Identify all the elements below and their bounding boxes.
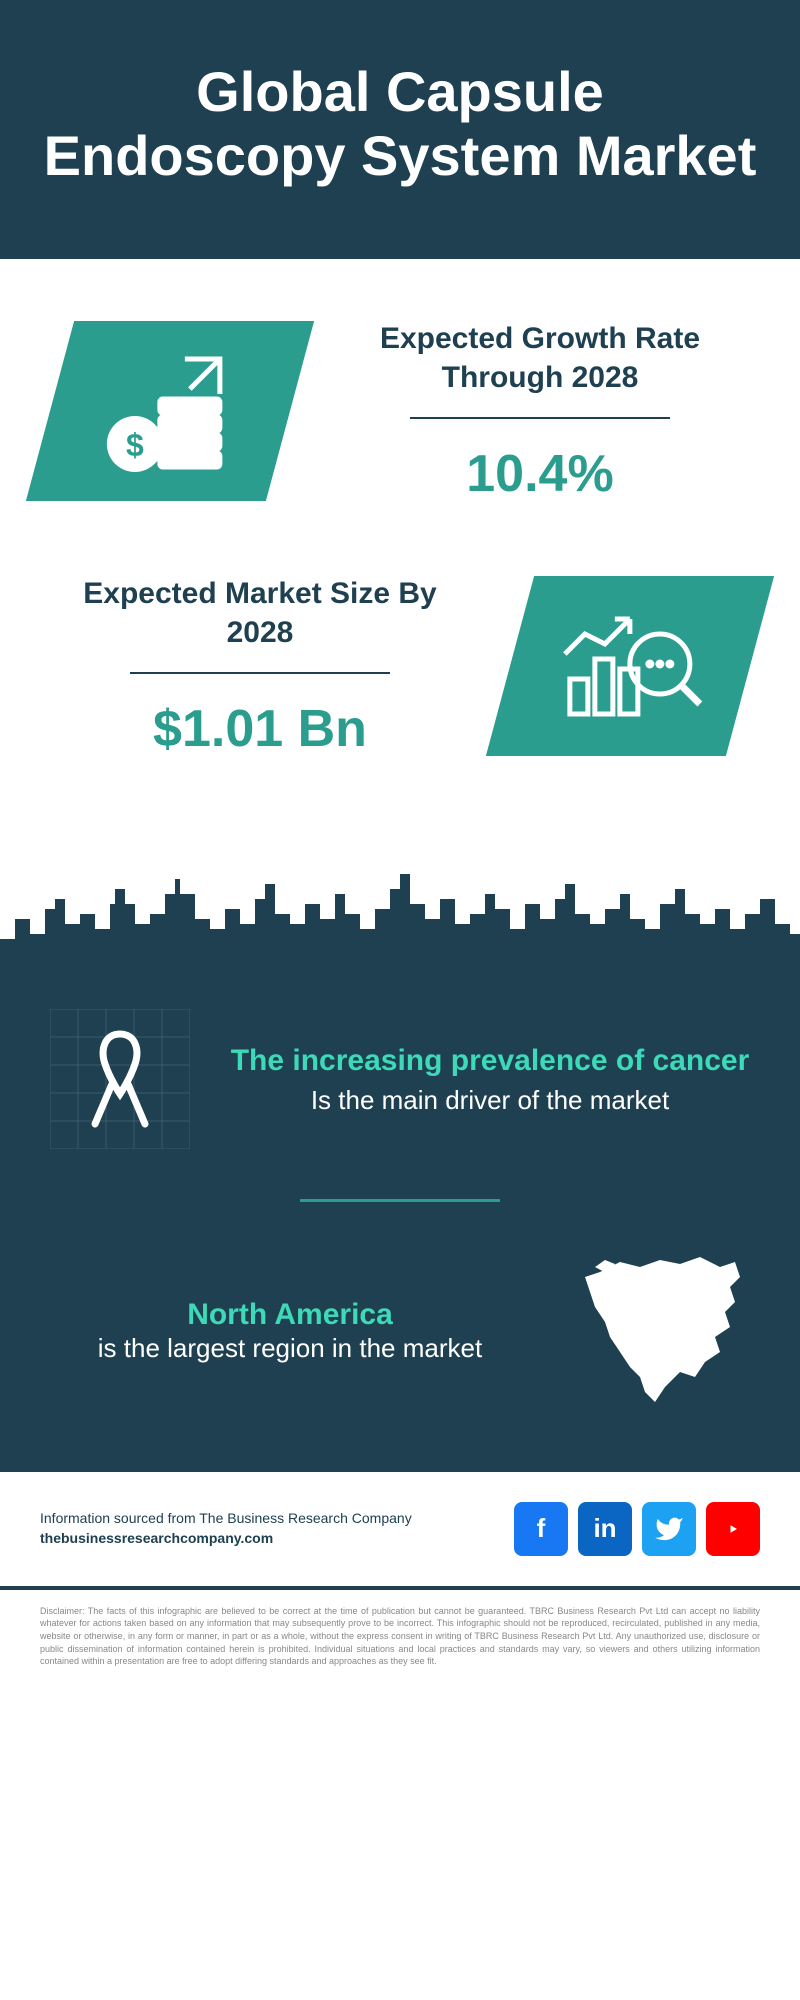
region-text: North America is the largest region in t… [50,1298,530,1366]
growth-label: Expected Growth Rate Through 2028 [330,319,750,397]
mid-divider [300,1199,500,1202]
twitter-icon[interactable] [642,1502,696,1556]
driver-sub: Is the main driver of the market [230,1085,750,1116]
ribbon-grid-icon [50,1009,190,1149]
growth-text: Expected Growth Rate Through 2028 10.4% [330,319,750,504]
footer-source: Information sourced from The Business Re… [40,1509,412,1529]
youtube-icon[interactable] [706,1502,760,1556]
dark-section: The increasing prevalence of cancer Is t… [0,969,800,1472]
growth-value: 10.4% [330,444,750,504]
skyline-divider [0,869,800,969]
size-label: Expected Market Size By 2028 [50,574,470,652]
page-title: Global Capsule Endoscopy System Market [40,60,760,189]
footer-url: thebusinessresearchcompany.com [40,1529,412,1549]
growth-icon-box: $ [26,321,314,501]
footer-text: Information sourced from The Business Re… [40,1509,412,1548]
driver-highlight: The increasing prevalence of cancer [230,1041,750,1080]
region-sub: is the largest region in the market [50,1332,530,1366]
svg-text:$: $ [126,427,144,463]
driver-row: The increasing prevalence of cancer Is t… [50,1009,750,1149]
size-value: $1.01 Bn [50,699,470,759]
linkedin-icon[interactable]: in [578,1502,632,1556]
region-row: North America is the largest region in t… [50,1252,750,1412]
region-highlight: North America [50,1298,530,1332]
chart-search-icon [555,599,705,729]
size-text: Expected Market Size By 2028 $1.01 Bn [50,574,470,759]
stat-row-size: Expected Market Size By 2028 $1.01 Bn [50,574,750,759]
driver-text: The increasing prevalence of cancer Is t… [230,1041,750,1116]
stat-row-growth: $ Expected Growth Rate Through 2028 10.4… [50,319,750,504]
footer: Information sourced from The Business Re… [0,1472,800,1590]
social-icons: f in [514,1502,760,1556]
north-america-map-icon [570,1252,750,1412]
stats-section: $ Expected Growth Rate Through 2028 10.4… [0,259,800,869]
header: Global Capsule Endoscopy System Market [0,0,800,259]
facebook-icon[interactable]: f [514,1502,568,1556]
disclaimer: Disclaimer: The facts of this infographi… [0,1590,800,1708]
divider [410,417,670,419]
money-growth-icon: $ [100,344,240,474]
size-icon-box [486,576,774,756]
infographic-container: Global Capsule Endoscopy System Market [0,0,800,1708]
divider [130,672,390,674]
